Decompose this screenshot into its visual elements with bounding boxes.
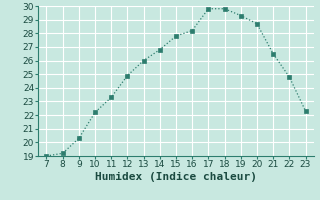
X-axis label: Humidex (Indice chaleur): Humidex (Indice chaleur) xyxy=(95,172,257,182)
